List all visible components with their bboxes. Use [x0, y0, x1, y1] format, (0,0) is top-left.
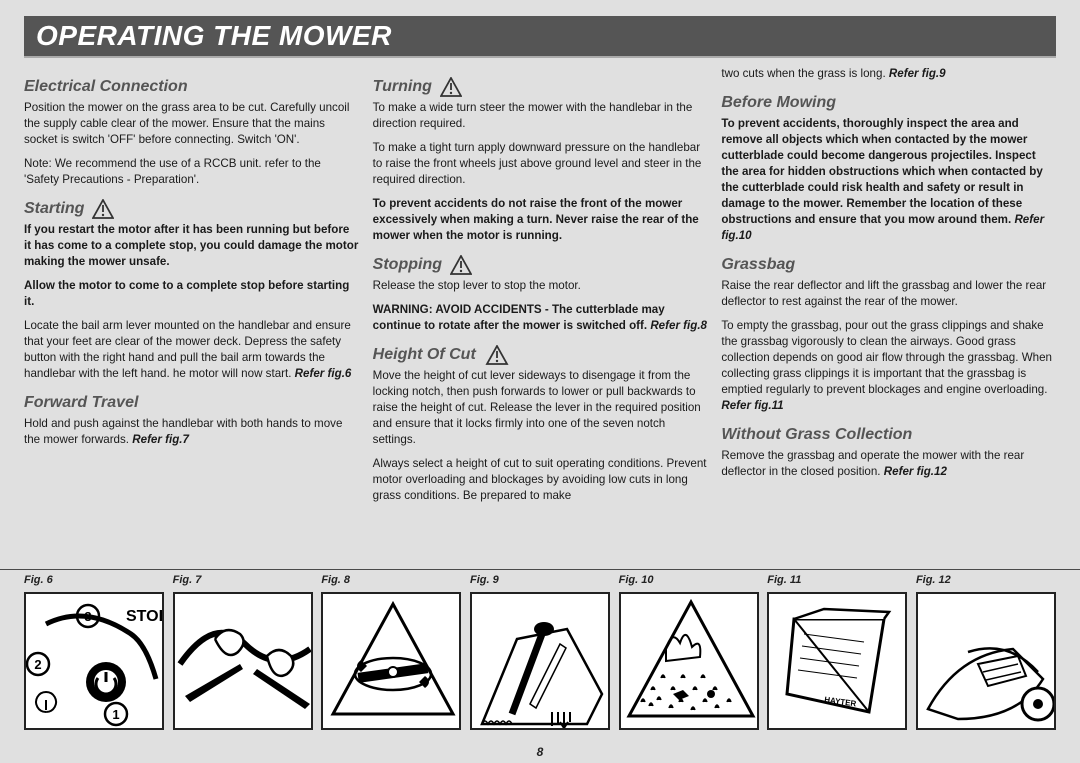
text: Remove the grassbag and operate the mowe… — [721, 449, 1024, 478]
svg-text:1: 1 — [112, 707, 119, 722]
figure-9 — [470, 592, 610, 730]
header-forward-travel: Forward Travel — [24, 392, 359, 414]
ref: Refer fig.8 — [650, 319, 707, 332]
column-2: Turning To make a wide turn steer the mo… — [373, 66, 708, 512]
warning-icon — [92, 199, 114, 219]
header-text: Without Grass Collection — [721, 424, 912, 446]
figure-label: Fig. 12 — [916, 574, 1056, 586]
figure-label: Fig. 9 — [470, 574, 610, 586]
header-starting: Starting — [24, 198, 359, 220]
para: two cuts when the grass is long. Refer f… — [721, 66, 1056, 82]
para: Remove the grassbag and operate the mowe… — [721, 448, 1056, 480]
para: Always select a height of cut to suit op… — [373, 456, 708, 504]
ref: Refer fig.9 — [889, 67, 946, 80]
warning-icon — [450, 255, 472, 275]
header-text: Grassbag — [721, 254, 795, 276]
para: Raise the rear deflector and lift the gr… — [721, 278, 1056, 310]
header-text: Starting — [24, 198, 84, 220]
para-bold: If you restart the motor after it has be… — [24, 222, 359, 270]
ref: Refer fig.12 — [884, 465, 947, 478]
ref: Refer fig.7 — [132, 433, 189, 446]
text: To empty the grassbag, pour out the gras… — [721, 319, 1052, 396]
header-text: Height Of Cut — [373, 344, 476, 366]
para: Hold and push against the handlebar with… — [24, 416, 359, 448]
header-text: Turning — [373, 76, 432, 98]
warning-icon — [484, 345, 510, 365]
page-number: 8 — [0, 745, 1080, 759]
title-bar: OPERATING THE MOWER — [24, 16, 1056, 58]
ref: Refer fig.11 — [721, 399, 783, 412]
figure-band: Fig. 6 Fig. 7 Fig. 8 Fig. 9 Fig. 10 Fig.… — [0, 569, 1080, 763]
header-height-of-cut: Height Of Cut — [373, 344, 708, 366]
header-turning: Turning — [373, 76, 708, 98]
para: Note: We recommend the use of a RCCB uni… — [24, 156, 359, 188]
para-bold: To prevent accidents do not raise the fr… — [373, 196, 708, 244]
figure-row: 2 1 3 STOP — [24, 592, 1056, 730]
header-before-mowing: Before Mowing — [721, 92, 1056, 114]
header-without-grass-collection: Without Grass Collection — [721, 424, 1056, 446]
figure-label: Fig. 6 — [24, 574, 164, 586]
content-columns: Electrical Connection Position the mower… — [24, 58, 1056, 512]
figure-label: Fig. 7 — [173, 574, 313, 586]
column-3: two cuts when the grass is long. Refer f… — [721, 66, 1056, 512]
svg-text:STOP: STOP — [126, 608, 164, 625]
figure-label: Fig. 10 — [619, 574, 759, 586]
figure-12 — [916, 592, 1056, 730]
header-text: Before Mowing — [721, 92, 836, 114]
svg-text:3: 3 — [84, 609, 91, 624]
figure-labels-row: Fig. 6 Fig. 7 Fig. 8 Fig. 9 Fig. 10 Fig.… — [24, 570, 1056, 592]
header-text: Forward Travel — [24, 392, 138, 414]
text-bold: To prevent accidents, thoroughly inspect… — [721, 117, 1042, 226]
header-stopping: Stopping — [373, 254, 708, 276]
para: To make a wide turn steer the mower with… — [373, 100, 708, 132]
para: To prevent accidents, thoroughly inspect… — [721, 116, 1056, 244]
para: Locate the bail arm lever mounted on the… — [24, 318, 359, 382]
para: To empty the grassbag, pour out the gras… — [721, 318, 1056, 414]
figure-7 — [173, 592, 313, 730]
para: Release the stop lever to stop the motor… — [373, 278, 708, 294]
para: WARNING: AVOID ACCIDENTS - The cutterbla… — [373, 302, 708, 334]
page-title: OPERATING THE MOWER — [36, 20, 392, 51]
para: To make a tight turn apply downward pres… — [373, 140, 708, 188]
ref: Refer fig.6 — [295, 367, 352, 380]
text-bold: WARNING: AVOID ACCIDENTS - The cutterbla… — [373, 303, 665, 332]
figure-8 — [321, 592, 461, 730]
warning-icon — [440, 77, 462, 97]
figure-10 — [619, 592, 759, 730]
svg-text:2: 2 — [34, 657, 41, 672]
header-electrical-connection: Electrical Connection — [24, 76, 359, 98]
figure-11: HAYTER — [767, 592, 907, 730]
header-grassbag: Grassbag — [721, 254, 1056, 276]
text: two cuts when the grass is long. — [721, 67, 889, 80]
header-text: Electrical Connection — [24, 76, 188, 98]
para: Position the mower on the grass area to … — [24, 100, 359, 148]
figure-label: Fig. 8 — [321, 574, 461, 586]
figure-label: Fig. 11 — [767, 574, 907, 586]
figure-6: 2 1 3 STOP — [24, 592, 164, 730]
para-bold: Allow the motor to come to a complete st… — [24, 278, 359, 310]
header-text: Stopping — [373, 254, 442, 276]
para: Move the height of cut lever sideways to… — [373, 368, 708, 448]
column-1: Electrical Connection Position the mower… — [24, 66, 359, 512]
